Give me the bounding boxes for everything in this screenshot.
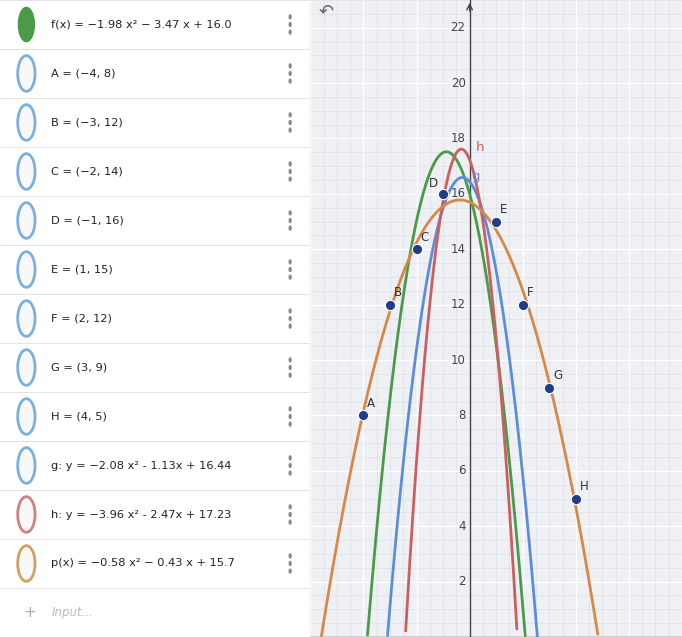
- Circle shape: [289, 268, 291, 271]
- Circle shape: [289, 226, 291, 230]
- Circle shape: [289, 211, 291, 215]
- Circle shape: [289, 177, 291, 181]
- Text: 12: 12: [451, 298, 466, 311]
- Circle shape: [18, 55, 35, 91]
- Text: 6: 6: [458, 464, 466, 477]
- Circle shape: [289, 358, 291, 362]
- Circle shape: [289, 366, 291, 369]
- Text: h: h: [475, 141, 484, 154]
- Text: H: H: [580, 480, 589, 493]
- Circle shape: [18, 301, 35, 336]
- Circle shape: [289, 562, 291, 566]
- Circle shape: [289, 30, 291, 34]
- Point: [411, 244, 422, 254]
- Circle shape: [289, 373, 291, 377]
- Circle shape: [18, 448, 35, 483]
- Text: f(x) = −1.98 x² − 3.47 x + 16.0: f(x) = −1.98 x² − 3.47 x + 16.0: [51, 20, 232, 29]
- Circle shape: [289, 309, 291, 313]
- Text: H = (4, 5): H = (4, 5): [51, 412, 107, 422]
- Text: p(x) = −0.58 x² − 0.43 x + 15.7: p(x) = −0.58 x² − 0.43 x + 15.7: [51, 559, 235, 568]
- Text: G: G: [553, 369, 563, 382]
- Text: 16: 16: [451, 187, 466, 201]
- Circle shape: [289, 128, 291, 132]
- Circle shape: [18, 203, 35, 238]
- Point: [490, 217, 501, 227]
- Circle shape: [18, 399, 35, 434]
- Circle shape: [289, 324, 291, 328]
- Text: B: B: [394, 287, 402, 299]
- Text: 2: 2: [458, 575, 466, 588]
- Text: 4: 4: [458, 520, 466, 533]
- Text: A: A: [368, 397, 375, 410]
- Text: +: +: [23, 605, 36, 620]
- Circle shape: [18, 546, 35, 582]
- Circle shape: [289, 407, 291, 411]
- Circle shape: [289, 113, 291, 117]
- Text: Input...: Input...: [51, 606, 93, 619]
- Text: G = (3, 9): G = (3, 9): [51, 362, 107, 373]
- Circle shape: [289, 275, 291, 279]
- Text: F: F: [527, 287, 533, 299]
- Circle shape: [18, 154, 35, 189]
- Circle shape: [289, 64, 291, 68]
- Circle shape: [289, 15, 291, 18]
- Point: [385, 299, 396, 310]
- Circle shape: [289, 505, 291, 509]
- Circle shape: [289, 162, 291, 166]
- Text: D = (−1, 16): D = (−1, 16): [51, 215, 124, 225]
- Circle shape: [289, 513, 291, 517]
- Circle shape: [289, 71, 291, 75]
- Circle shape: [289, 218, 291, 222]
- Point: [438, 189, 449, 199]
- Circle shape: [18, 104, 35, 140]
- Point: [358, 410, 369, 420]
- Circle shape: [289, 464, 291, 468]
- Text: C = (−2, 14): C = (−2, 14): [51, 166, 123, 176]
- Text: D: D: [428, 177, 438, 190]
- Text: ↶: ↶: [318, 3, 333, 20]
- Circle shape: [289, 569, 291, 573]
- Circle shape: [18, 350, 35, 385]
- Point: [570, 494, 581, 504]
- Text: F = (2, 12): F = (2, 12): [51, 313, 112, 324]
- Circle shape: [289, 520, 291, 524]
- Text: 22: 22: [451, 21, 466, 34]
- Text: E = (1, 15): E = (1, 15): [51, 264, 113, 275]
- Text: g: y = −2.08 x² - 1.13x + 16.44: g: y = −2.08 x² - 1.13x + 16.44: [51, 461, 232, 471]
- Text: A = (−4, 8): A = (−4, 8): [51, 69, 116, 78]
- Text: 18: 18: [451, 132, 466, 145]
- Circle shape: [289, 317, 291, 320]
- Circle shape: [289, 79, 291, 83]
- Circle shape: [18, 252, 35, 287]
- Text: 14: 14: [451, 243, 466, 256]
- Point: [517, 299, 528, 310]
- Point: [544, 383, 554, 393]
- Text: 20: 20: [451, 76, 466, 90]
- Circle shape: [289, 422, 291, 426]
- Text: C: C: [421, 231, 429, 244]
- Circle shape: [289, 554, 291, 558]
- Circle shape: [289, 22, 291, 26]
- Text: B = (−3, 12): B = (−3, 12): [51, 117, 123, 127]
- Text: 8: 8: [458, 409, 466, 422]
- Text: E: E: [500, 203, 507, 216]
- Text: h: y = −3.96 x² - 2.47x + 17.23: h: y = −3.96 x² - 2.47x + 17.23: [51, 510, 232, 520]
- Circle shape: [289, 260, 291, 264]
- Circle shape: [289, 456, 291, 460]
- Circle shape: [289, 120, 291, 124]
- Circle shape: [18, 497, 35, 533]
- Circle shape: [289, 169, 291, 173]
- Text: 10: 10: [451, 354, 466, 366]
- Circle shape: [289, 471, 291, 475]
- Circle shape: [18, 6, 35, 42]
- Text: g: g: [471, 170, 480, 183]
- Circle shape: [289, 415, 291, 419]
